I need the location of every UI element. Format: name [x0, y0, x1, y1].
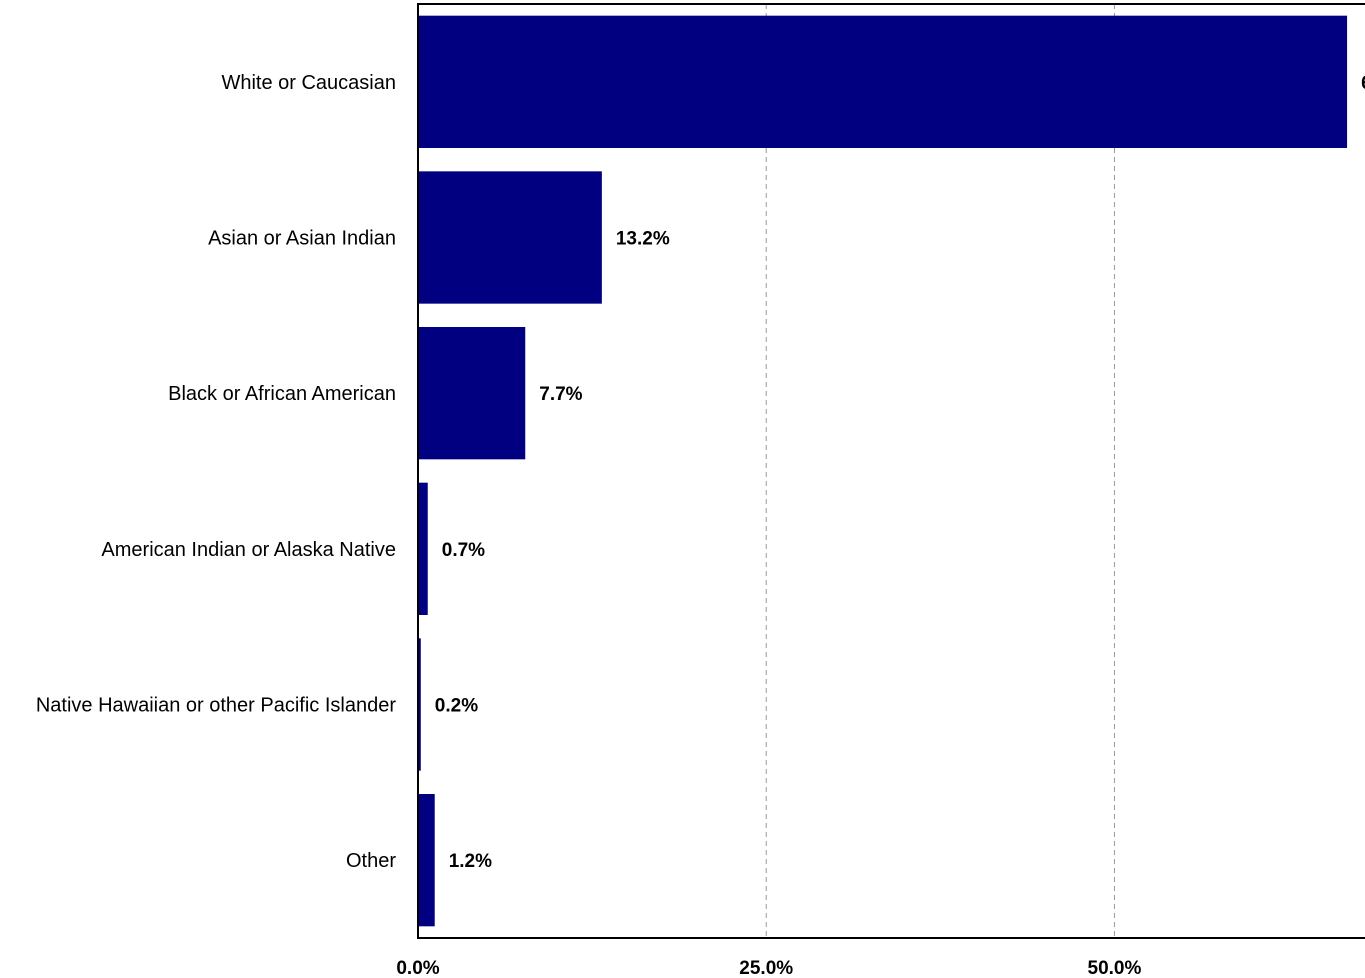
- value-label: 66.7%: [1361, 73, 1365, 94]
- bar: [418, 482, 428, 615]
- bar: [418, 327, 526, 460]
- category-labels: White or Caucasian Asian or Asian Indian B…: [36, 72, 397, 872]
- category-label: Other: [346, 850, 396, 872]
- category-label: White or Caucasian: [221, 72, 396, 94]
- x-tick-labels: 0.0% 25.0% 50.0%: [396, 958, 1141, 978]
- category-label: Native Hawaiian or other Pacific Islande…: [36, 695, 397, 717]
- value-labels: 66.7% 13.2% 7.7% 0.7% 0.2% 1.2%: [435, 73, 1365, 872]
- category-label: Asian or Asian Indian: [208, 228, 396, 250]
- category-label: American Indian or Alaska Native: [101, 539, 396, 561]
- value-label: 0.2%: [435, 696, 478, 717]
- value-label: 7.7%: [539, 384, 582, 405]
- value-label: 0.7%: [442, 540, 485, 561]
- value-label: 13.2%: [616, 229, 670, 250]
- grid-lines: [765, 4, 1115, 938]
- x-tick-label: 0.0%: [396, 958, 439, 978]
- plot-frame: [417, 3, 1365, 939]
- bar: [418, 794, 435, 927]
- x-tick-label: 25.0%: [739, 958, 793, 978]
- bar: [418, 171, 602, 304]
- bars: [418, 15, 1348, 927]
- bar: [418, 638, 421, 771]
- x-tick-label: 50.0%: [1088, 958, 1142, 978]
- category-label: Black or African American: [168, 383, 396, 405]
- bar: [418, 15, 1348, 148]
- value-label: 1.2%: [449, 851, 492, 872]
